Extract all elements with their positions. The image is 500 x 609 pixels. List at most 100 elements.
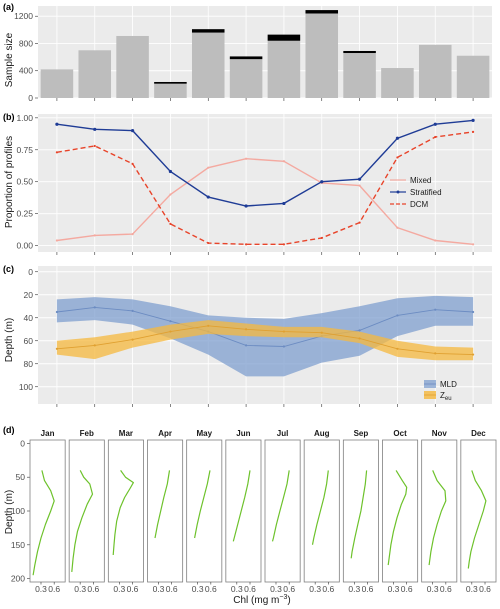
facet-frame-feb <box>68 439 105 583</box>
profile-nov <box>428 470 447 566</box>
facet-xtick-label-jun-1: 0.6 <box>244 584 256 594</box>
mean-point-mld-0 <box>55 310 59 314</box>
c-ytick-label-3: 60 <box>24 336 34 346</box>
panel-d-label: (d) <box>3 425 15 435</box>
d-ytick-label-1: 50 <box>16 472 26 482</box>
bar-11 <box>456 55 490 98</box>
point-stratified-5 <box>244 204 248 208</box>
mean-point-zeu-11 <box>471 353 475 356</box>
panel-d-yticks: 0 50 100 150 200 <box>11 438 30 584</box>
bar-top-mark-6 <box>267 34 301 41</box>
facet-frame-jul <box>264 439 301 583</box>
facet-xtick-label-oct-0: 0.3 <box>388 584 400 594</box>
profile-aug <box>311 470 329 545</box>
b-ytick-label-0: 0.00 <box>16 241 33 251</box>
profile-jan <box>32 470 55 576</box>
point-dcm-8 <box>358 221 361 224</box>
facet-aug: Aug 0.3 0.6 <box>303 429 340 594</box>
point-mixed-5 <box>244 157 248 160</box>
c-ytick-label-0: 0 <box>28 267 33 277</box>
panel-a: (a) Sample size 0 400 800 1200 <box>3 2 492 103</box>
facet-title-jan: Jan <box>41 429 55 438</box>
panel-c-legend: MLD Zeu <box>424 380 457 402</box>
point-stratified-7 <box>320 180 324 184</box>
a-ytick-label-1: 400 <box>19 66 33 76</box>
point-mixed-2 <box>131 233 134 236</box>
bar-6 <box>267 40 301 98</box>
point-dcm-10 <box>434 135 437 139</box>
panel-c-bands <box>55 295 475 377</box>
point-mixed-9 <box>396 226 399 229</box>
point-stratified-1 <box>93 127 97 131</box>
facet-xtick-label-sep-0: 0.3 <box>348 584 360 594</box>
panel-d-xlabel-tail: ) <box>287 595 290 606</box>
bar-top-mark-4 <box>191 29 225 33</box>
panel-a-bars <box>40 10 490 99</box>
facet-xtick-label-sep-1: 0.6 <box>362 584 374 594</box>
panel-d-ylabel: Depth (m) <box>4 490 15 534</box>
facet-oct: Oct 0.3 0.6 <box>382 429 419 594</box>
a-ytick-label-3: 1200 <box>14 11 33 21</box>
mean-line-mld <box>56 306 474 347</box>
facet-frame-jan <box>29 439 66 583</box>
facet-xtick-label-mar-1: 0.6 <box>127 584 139 594</box>
profile-feb <box>71 470 94 572</box>
point-dcm-6 <box>282 243 286 246</box>
facet-xtick-label-jan-0: 0.3 <box>35 584 47 594</box>
mean-point-mld-1 <box>93 306 96 309</box>
line-mixed <box>56 157 474 245</box>
profile-jun <box>232 470 251 542</box>
facet-title-aug: Aug <box>314 429 330 438</box>
facet-mar: Mar 0.3 0.6 <box>107 429 144 594</box>
mean-point-mld-2 <box>131 309 134 312</box>
panel-c-label: (c) <box>3 264 14 274</box>
point-mixed-4 <box>207 166 210 169</box>
point-dcm-7 <box>320 236 323 240</box>
bar-8 <box>343 53 376 98</box>
bar-1 <box>78 50 112 98</box>
point-dcm-5 <box>244 243 248 246</box>
line-dcm <box>56 131 474 245</box>
mean-point-mld-10 <box>434 308 437 311</box>
facet-xtick-label-nov-1: 0.6 <box>440 584 452 594</box>
profile-mar <box>112 470 134 556</box>
point-stratified-11 <box>471 118 475 122</box>
facet-frame-oct <box>382 439 419 583</box>
mean-point-zeu-5 <box>244 328 248 331</box>
facet-title-dec: Dec <box>471 429 486 438</box>
facet-xtick-label-feb-1: 0.6 <box>87 584 99 594</box>
bar-top-mark-3 <box>154 81 187 84</box>
mean-point-mld-8 <box>358 329 361 332</box>
panel-a-yticks: 0 400 800 1200 <box>14 11 474 103</box>
mean-point-zeu-2 <box>131 338 134 341</box>
bar-5 <box>229 59 263 98</box>
panel-d-xlabel: Chl (mg m−3) <box>233 594 290 606</box>
legend-zeu-label: Zeu <box>440 391 452 402</box>
mean-point-zeu-1 <box>93 344 96 347</box>
point-dcm-11 <box>471 130 475 133</box>
mean-point-zeu-3 <box>169 330 172 333</box>
facet-frame-dec <box>460 439 497 583</box>
facet-xtick-label-apr-1: 0.6 <box>166 584 178 594</box>
point-mixed-6 <box>282 160 286 163</box>
facet-title-may: May <box>196 429 212 438</box>
profile-oct <box>387 470 408 566</box>
facet-jan: Jan 0.3 0.6 <box>29 429 66 594</box>
panel-b-legend: Mixed Stratified DCM <box>390 176 442 209</box>
facet-xtick-label-apr-0: 0.3 <box>153 584 165 594</box>
point-dcm-3 <box>169 222 172 225</box>
panel-b-ylabel: Proportion of profiles <box>4 136 15 228</box>
panel-c: (c) Depth (m) 0 20 40 60 80 100 MLD Zeu <box>3 264 492 407</box>
point-stratified-4 <box>206 195 210 199</box>
legend-stratified-label: Stratified <box>410 188 442 197</box>
point-dcm-2 <box>131 162 134 165</box>
facet-xtick-label-jan-1: 0.6 <box>48 584 60 594</box>
mean-line-zeu <box>56 325 474 356</box>
band-zeu <box>56 320 474 361</box>
mean-point-zeu-4 <box>207 324 210 327</box>
legend-zeu-label-sub: eu <box>445 396 452 402</box>
d-ytick-label-0: 0 <box>20 438 25 448</box>
facet-frame-may <box>186 439 223 583</box>
c-ytick-label-1: 20 <box>24 290 34 300</box>
